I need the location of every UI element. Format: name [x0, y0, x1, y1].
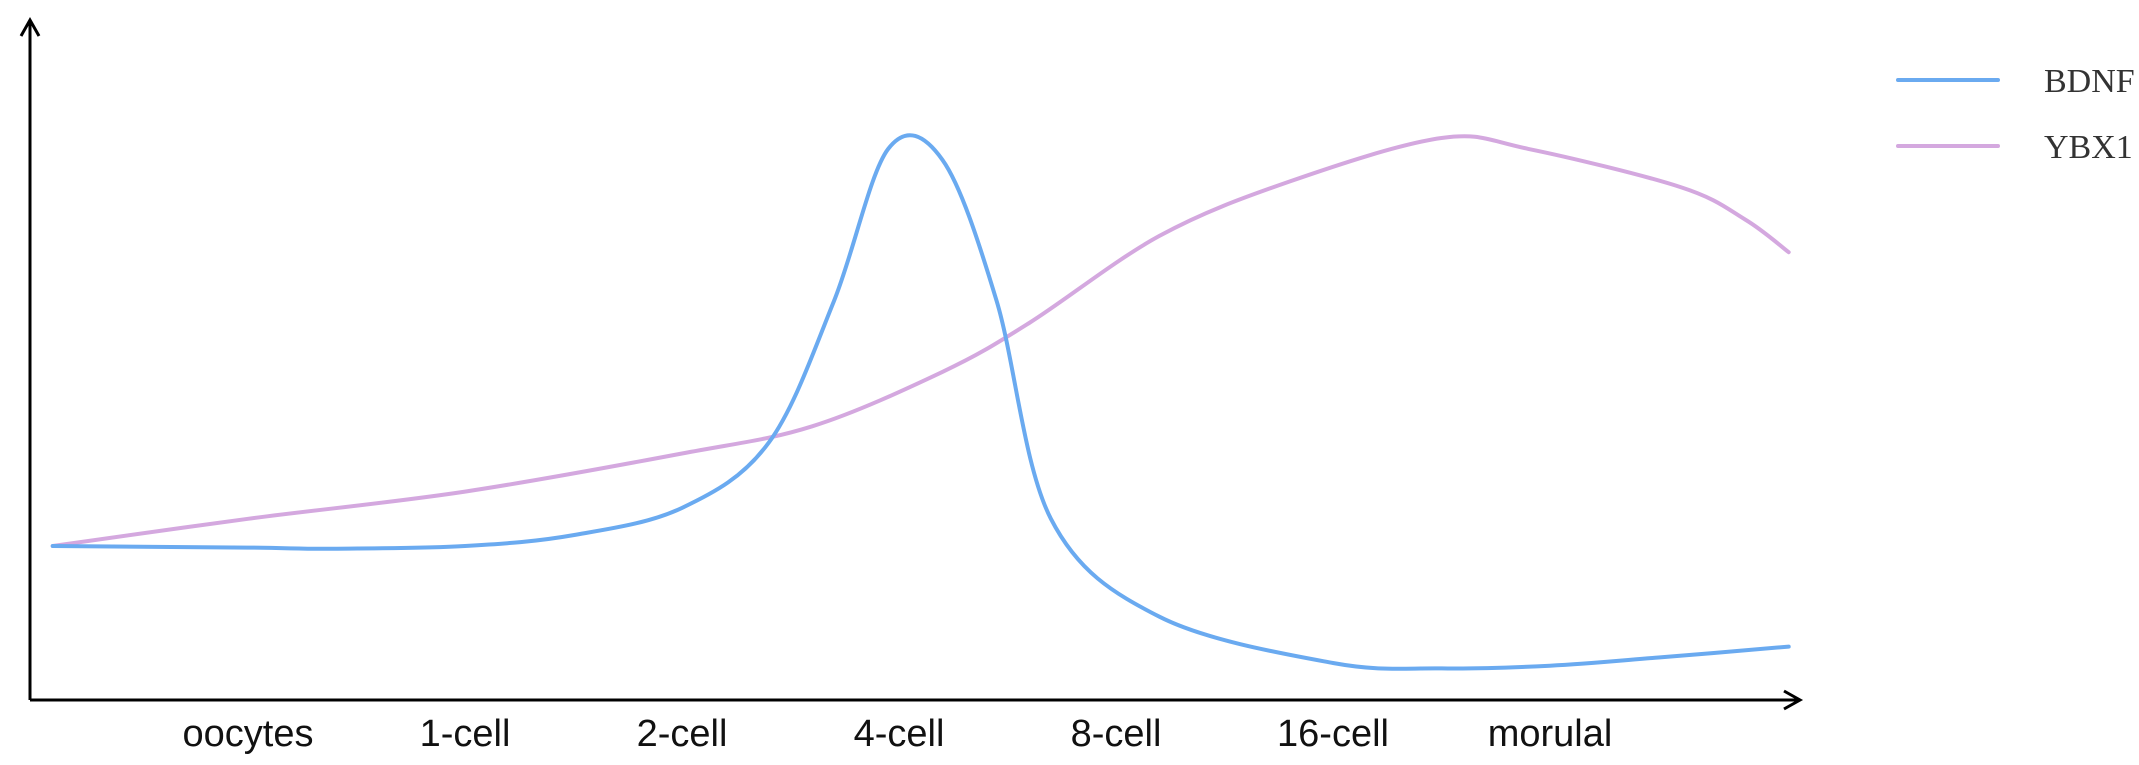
x-tick-label-oocytes: oocytes — [183, 713, 314, 755]
series-lines — [50, 133, 1791, 671]
legend-label-ybx1: YBX1 — [2044, 129, 2133, 166]
series-line-bdnf — [50, 133, 1791, 671]
x-tick-label-morulal: morulal — [1488, 713, 1613, 755]
x-tick-label-4-cell: 4-cell — [854, 713, 945, 755]
x-tick-labels: oocytes 1-cell 2-cell 4-cell 8-cell 16-cell mo… — [183, 713, 1613, 755]
series-line-ybx1 — [50, 134, 1791, 548]
x-tick-label-8-cell: 8-cell — [1071, 713, 1162, 755]
x-axis-arrow — [1783, 689, 1804, 711]
x-axis — [30, 689, 1804, 711]
x-tick-label-1-cell: 1-cell — [420, 713, 511, 755]
legend: BDNF YBX1 — [1896, 63, 2135, 166]
x-tick-label-2-cell: 2-cell — [637, 713, 728, 755]
y-axis — [19, 16, 41, 700]
legend-label-bdnf: BDNF — [2044, 63, 2135, 100]
y-axis-arrow — [19, 16, 41, 37]
x-tick-label-16-cell: 16-cell — [1277, 713, 1389, 755]
